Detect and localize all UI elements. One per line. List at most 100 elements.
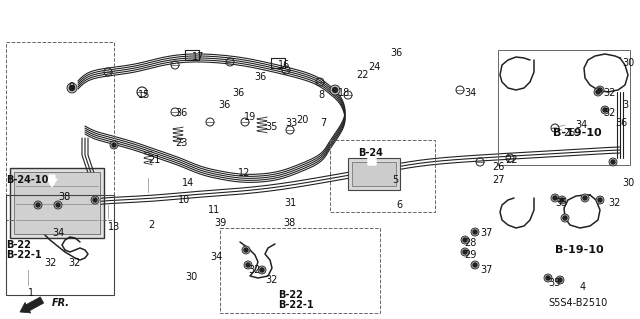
Circle shape bbox=[473, 263, 477, 267]
Text: 11: 11 bbox=[208, 205, 220, 215]
Text: 1: 1 bbox=[28, 288, 34, 298]
Text: 32: 32 bbox=[68, 258, 81, 268]
Text: S5S4-B2510: S5S4-B2510 bbox=[548, 298, 607, 308]
Text: 6: 6 bbox=[396, 200, 402, 210]
Text: 22: 22 bbox=[505, 155, 518, 165]
Circle shape bbox=[601, 106, 609, 114]
Text: 20: 20 bbox=[296, 115, 308, 125]
Text: 23: 23 bbox=[175, 138, 188, 148]
Text: 7: 7 bbox=[320, 118, 326, 128]
Text: 24: 24 bbox=[368, 62, 380, 72]
Text: 13: 13 bbox=[108, 222, 120, 232]
Text: 34: 34 bbox=[575, 120, 588, 130]
Text: 36: 36 bbox=[390, 48, 403, 58]
Circle shape bbox=[461, 236, 469, 244]
Text: 15: 15 bbox=[138, 90, 150, 100]
Circle shape bbox=[330, 85, 340, 95]
Text: 5: 5 bbox=[392, 175, 398, 185]
Text: 32: 32 bbox=[603, 88, 616, 98]
Bar bbox=[6, 42, 114, 220]
Text: 28: 28 bbox=[464, 238, 476, 248]
Text: 33: 33 bbox=[285, 118, 297, 128]
Circle shape bbox=[471, 228, 479, 236]
Circle shape bbox=[91, 196, 99, 204]
Text: 16: 16 bbox=[278, 60, 291, 70]
Text: 38: 38 bbox=[58, 192, 70, 202]
Circle shape bbox=[461, 248, 469, 256]
Circle shape bbox=[242, 246, 250, 254]
Circle shape bbox=[609, 158, 617, 166]
Bar bbox=[10, 168, 104, 238]
Text: 36: 36 bbox=[232, 88, 244, 98]
Text: 35: 35 bbox=[548, 278, 561, 288]
Circle shape bbox=[563, 216, 567, 220]
Text: B-22: B-22 bbox=[6, 240, 31, 250]
Text: 30: 30 bbox=[622, 58, 634, 68]
Text: 31: 31 bbox=[284, 198, 296, 208]
Text: 29: 29 bbox=[464, 250, 476, 260]
Circle shape bbox=[473, 230, 477, 234]
Circle shape bbox=[553, 196, 557, 200]
Circle shape bbox=[112, 143, 116, 147]
Circle shape bbox=[333, 87, 337, 93]
Text: 17: 17 bbox=[192, 52, 204, 62]
Text: B-22: B-22 bbox=[278, 290, 303, 300]
Text: 8: 8 bbox=[318, 90, 324, 100]
Bar bbox=[498, 50, 630, 165]
Circle shape bbox=[598, 88, 602, 92]
Circle shape bbox=[596, 196, 604, 204]
Text: B-22-1: B-22-1 bbox=[6, 250, 42, 260]
Text: 25: 25 bbox=[563, 128, 575, 138]
Text: 19: 19 bbox=[244, 112, 256, 122]
Text: 4: 4 bbox=[580, 282, 586, 292]
Text: 30: 30 bbox=[622, 178, 634, 188]
Circle shape bbox=[471, 261, 479, 269]
Text: 37: 37 bbox=[480, 228, 492, 238]
Circle shape bbox=[603, 108, 607, 112]
Text: 32: 32 bbox=[248, 265, 260, 275]
Text: FR.: FR. bbox=[52, 298, 70, 308]
Text: 35: 35 bbox=[555, 198, 568, 208]
Circle shape bbox=[560, 198, 564, 202]
Circle shape bbox=[246, 263, 250, 267]
Text: 32: 32 bbox=[608, 198, 620, 208]
Circle shape bbox=[581, 194, 589, 202]
Circle shape bbox=[70, 85, 74, 91]
Circle shape bbox=[558, 278, 562, 282]
Circle shape bbox=[244, 248, 248, 252]
Text: 12: 12 bbox=[238, 168, 250, 178]
Text: B-19-10: B-19-10 bbox=[555, 245, 604, 255]
Text: 18: 18 bbox=[338, 88, 350, 98]
FancyArrow shape bbox=[365, 147, 379, 165]
FancyArrow shape bbox=[20, 297, 44, 313]
Circle shape bbox=[244, 261, 252, 269]
Text: 22: 22 bbox=[356, 70, 369, 80]
Circle shape bbox=[93, 198, 97, 202]
Text: 21: 21 bbox=[148, 155, 161, 165]
Text: B-24-10: B-24-10 bbox=[6, 175, 49, 185]
Text: 34: 34 bbox=[464, 88, 476, 98]
Bar bbox=[6, 195, 114, 295]
Circle shape bbox=[260, 268, 264, 272]
Text: 32: 32 bbox=[265, 275, 277, 285]
Text: 10: 10 bbox=[178, 195, 190, 205]
Text: 34: 34 bbox=[52, 228, 64, 238]
Text: 27: 27 bbox=[492, 175, 504, 185]
Text: 26: 26 bbox=[492, 162, 504, 172]
Circle shape bbox=[110, 141, 118, 149]
Text: 34: 34 bbox=[210, 252, 222, 262]
Circle shape bbox=[611, 160, 615, 164]
Circle shape bbox=[594, 88, 602, 96]
Text: 36: 36 bbox=[254, 72, 266, 82]
Bar bbox=[14, 172, 100, 234]
Text: 38: 38 bbox=[283, 218, 295, 228]
Text: B-19-10: B-19-10 bbox=[553, 128, 602, 138]
Text: 14: 14 bbox=[182, 178, 195, 188]
Circle shape bbox=[67, 83, 77, 93]
Circle shape bbox=[258, 266, 266, 274]
Text: 39: 39 bbox=[214, 218, 227, 228]
Circle shape bbox=[54, 201, 62, 209]
Circle shape bbox=[551, 194, 559, 202]
Text: B-24: B-24 bbox=[358, 148, 383, 158]
Bar bbox=[330, 140, 435, 212]
